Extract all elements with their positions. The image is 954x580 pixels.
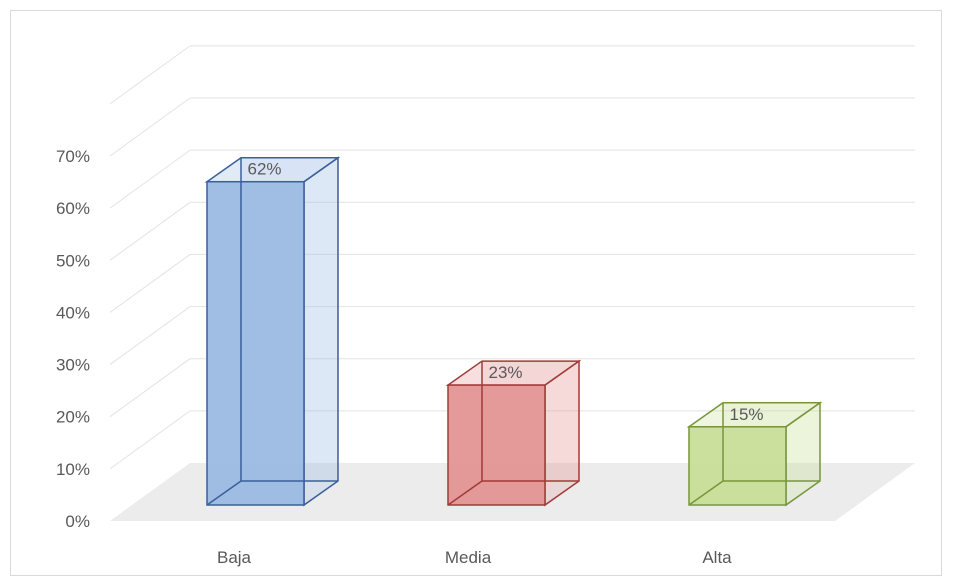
gridline-side bbox=[109, 358, 191, 418]
y-axis: 0% 10% 20% 30% 40% 50% 60% 70% bbox=[56, 147, 90, 531]
bar-hidden-edge bbox=[688, 480, 724, 506]
bar-front-face bbox=[206, 180, 305, 506]
data-labels: 62% 23% 15% bbox=[247, 160, 763, 424]
gridline-side bbox=[109, 410, 191, 470]
gridline-side bbox=[109, 149, 191, 209]
bars bbox=[204, 156, 823, 507]
gridline-side bbox=[109, 306, 191, 365]
x-tick-label: Alta bbox=[702, 548, 732, 567]
gridline-side bbox=[109, 45, 191, 105]
y-tick-label: 50% bbox=[56, 251, 90, 270]
gridlines bbox=[109, 45, 915, 470]
bar-hidden-edge bbox=[447, 480, 483, 506]
gridline-side bbox=[109, 97, 191, 157]
y-tick-label: 70% bbox=[56, 147, 90, 166]
x-tick-label: Baja bbox=[217, 548, 252, 567]
y-tick-label: 40% bbox=[56, 303, 90, 322]
y-tick-label: 20% bbox=[56, 408, 90, 427]
bar-media bbox=[445, 359, 582, 507]
bar-hidden-edge bbox=[206, 480, 242, 506]
y-tick-label: 0% bbox=[65, 512, 90, 531]
data-label: 23% bbox=[488, 363, 522, 382]
data-label: 62% bbox=[247, 160, 281, 179]
bar-front-face bbox=[447, 384, 546, 506]
bar-alta bbox=[686, 401, 823, 507]
gridline-side bbox=[109, 201, 191, 261]
gridline-side bbox=[109, 254, 191, 313]
x-axis: Baja Media Alta bbox=[217, 548, 732, 567]
x-tick-label: Media bbox=[445, 548, 492, 567]
bar-side-face bbox=[303, 156, 339, 507]
y-tick-label: 60% bbox=[56, 199, 90, 218]
y-tick-label: 10% bbox=[56, 460, 90, 479]
bar-front-face bbox=[688, 426, 787, 506]
data-label: 15% bbox=[729, 405, 763, 424]
bar-side-face bbox=[544, 359, 580, 507]
y-tick-label: 30% bbox=[56, 356, 90, 375]
bar-baja bbox=[204, 156, 341, 507]
